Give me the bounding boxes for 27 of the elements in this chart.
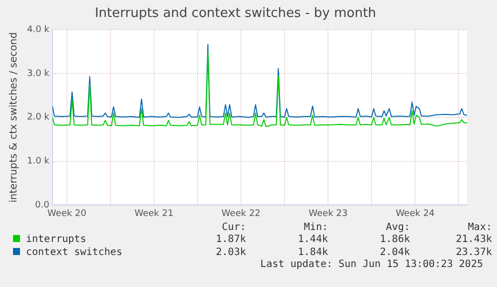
text: 1.86k <box>378 233 410 246</box>
chart-title: Interrupts and context switches - by month <box>94 6 376 22</box>
legend-label: context switches <box>26 247 122 258</box>
x-tick-label: Week 22 <box>222 208 261 219</box>
text: 1.44k <box>296 233 328 246</box>
text: Last update: Sun Jun 15 13:00:23 2025 <box>259 259 484 270</box>
text: 1.84k <box>296 246 328 259</box>
y-tick-label: 0.0 <box>35 200 50 211</box>
text: Cur: <box>220 222 246 233</box>
text: 21.43k <box>454 233 492 246</box>
y-tick-label: 4.0 k <box>26 24 50 35</box>
y-axis-title: interrupts & ctx switches / second <box>8 32 20 203</box>
text: 23.37k <box>454 246 492 259</box>
y-tick-label: 2.0 k <box>26 112 50 123</box>
x-tick-label: Week 20 <box>47 208 87 219</box>
text: Avg: <box>384 222 410 233</box>
legend-label: interrupts <box>26 234 86 245</box>
x-tick-label: Week 21 <box>134 208 174 219</box>
x-tick-label: Week 23 <box>308 208 348 219</box>
x-tick-label: Week 24 <box>396 208 435 219</box>
y-tick-label: 3.0 k <box>26 68 50 79</box>
text: 1.87k <box>214 233 246 246</box>
text: Max: <box>466 222 492 233</box>
y-tick-label: 1.0 k <box>26 156 50 167</box>
text: 2.04k <box>378 246 410 259</box>
text: Min: <box>302 222 328 233</box>
text: 2.03k <box>214 246 246 259</box>
